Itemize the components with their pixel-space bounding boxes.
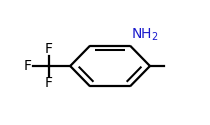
Text: F: F [45, 42, 53, 56]
Text: F: F [45, 76, 53, 90]
Text: NH$_2$: NH$_2$ [131, 27, 159, 43]
Text: F: F [24, 59, 32, 73]
